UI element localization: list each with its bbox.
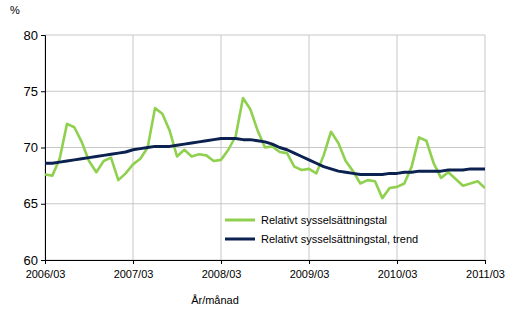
x-tick-label: 2007/03 [114, 268, 154, 280]
grid-line-y [45, 203, 485, 204]
x-tick-mark [309, 260, 310, 264]
x-tick: 2008/03 [202, 260, 242, 280]
grid-line-x [397, 35, 398, 260]
x-axis-title: År/månad [191, 294, 239, 306]
x-tick: 2010/03 [378, 260, 418, 280]
y-tick-label: 65 [24, 196, 38, 211]
x-tick-label: 2010/03 [378, 268, 418, 280]
legend: Relativt sysselsättningstal Relativt syss… [225, 214, 418, 245]
y-axis-title: % [10, 4, 20, 16]
x-axis-line [46, 261, 486, 265]
grid-line-y [45, 91, 485, 92]
x-tick-label: 2006/03 [26, 268, 66, 280]
x-tick: 2011/03 [466, 260, 505, 280]
y-axis-line [41, 36, 46, 261]
y-tick-label: 70 [24, 140, 38, 155]
grid-line-x [485, 35, 486, 260]
y-axis: 60 65 70 75 80 [24, 28, 46, 268]
grid-line-y [45, 35, 485, 36]
legend-label: Relativt sysselsättningstal, trend [261, 233, 418, 245]
y-tick-label: 60 [24, 253, 38, 268]
y-tick: 65 [24, 196, 45, 211]
x-tick-mark [45, 260, 46, 264]
x-tick-label: 2008/03 [202, 268, 242, 280]
grid-line-x [221, 35, 222, 260]
x-tick: 2009/03 [290, 260, 330, 280]
x-tick-mark [221, 260, 222, 264]
x-tick-mark [133, 260, 134, 264]
y-tick: 70 [24, 140, 45, 155]
y-tick: 80 [24, 28, 45, 43]
y-tick: 75 [24, 84, 45, 99]
y-tick-mark [41, 148, 45, 149]
legend-label: Relativt sysselsättningstal [261, 214, 387, 226]
x-tick-mark [397, 260, 398, 264]
chart: 60657075802006/032007/032008/032009/0320… [0, 0, 519, 312]
legend-swatch [225, 219, 255, 222]
x-tick-label: 2009/03 [290, 268, 330, 280]
grid-line-x [309, 35, 310, 260]
y-tick-mark [41, 204, 45, 205]
legend-swatch [225, 238, 255, 241]
y-tick: 60 [24, 253, 45, 268]
series-line [45, 98, 485, 198]
y-tick-label: 80 [24, 28, 38, 43]
y-tick-label: 75 [24, 84, 38, 99]
y-tick-mark [41, 260, 45, 261]
y-tick-mark [41, 35, 45, 36]
x-tick-label: 2011/03 [466, 268, 505, 280]
x-tick: 2007/03 [114, 260, 154, 280]
series-line [45, 139, 485, 175]
y-tick-mark [41, 91, 45, 92]
plot-lines [45, 98, 485, 198]
x-tick-mark [485, 260, 486, 264]
x-axis: 2006/03 2007/03 2008/03 2009/03 2010/03 2011/… [26, 260, 505, 280]
grid-line-x [133, 35, 134, 260]
grid [45, 35, 485, 260]
x-tick: 2006/03 [26, 260, 66, 280]
